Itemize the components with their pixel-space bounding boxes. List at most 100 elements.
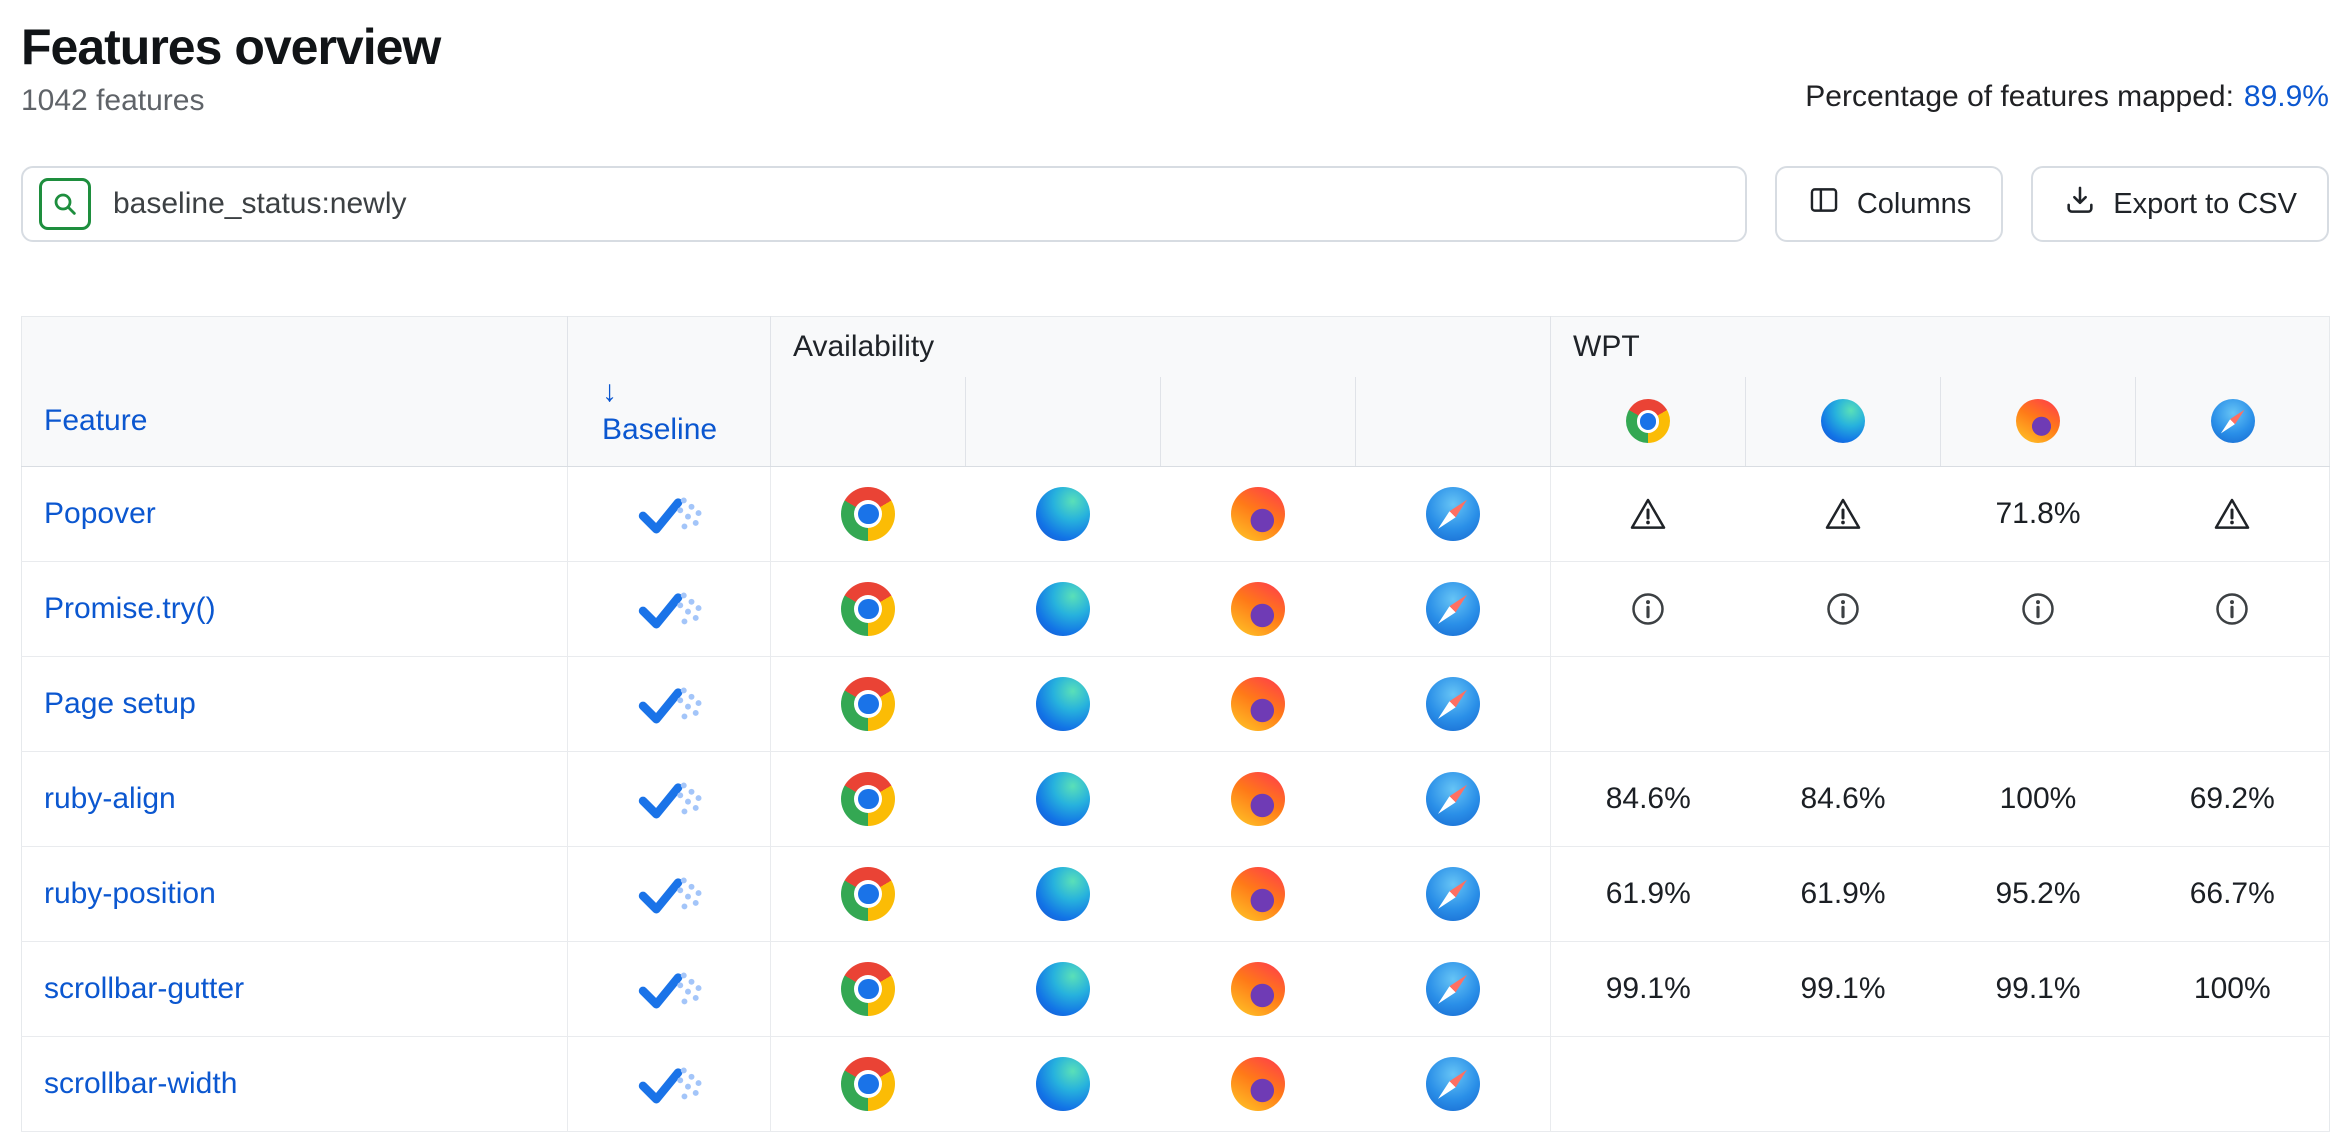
browser-subheader-row (22, 376, 2330, 467)
edge-icon (1036, 677, 1090, 731)
search-input[interactable]: baseline_status:newly (21, 166, 1747, 242)
feature-cell: Page setup (21, 656, 568, 752)
edge-icon (1821, 399, 1865, 444)
availability-subheader (965, 376, 1161, 467)
columns-button[interactable]: Columns (1774, 166, 2004, 242)
wpt-cell: 71.8% (1940, 466, 2136, 562)
availability-cell (1355, 751, 1551, 847)
edge-icon (1036, 962, 1090, 1016)
chrome-icon (841, 487, 896, 541)
wpt-subheader (2135, 376, 2330, 467)
mapped-value-link[interactable]: 89.9% (2243, 80, 2329, 113)
baseline-column-label: Baseline (602, 412, 718, 446)
safari-icon (1425, 487, 1480, 541)
wpt-cell (1550, 1036, 1746, 1132)
availability-cell (1355, 1036, 1551, 1132)
page-header: Features overview 1042 features Percenta… (21, 10, 2329, 118)
wpt-subheader (1550, 376, 1746, 467)
baseline-status-cell (567, 466, 771, 562)
export-csv-button[interactable]: Export to CSV (2031, 166, 2329, 242)
wpt-score: 69.2% (2189, 782, 2275, 815)
firefox-icon (1231, 487, 1285, 541)
feature-column-header[interactable]: Feature (44, 404, 148, 437)
wpt-score: 61.9% (1800, 877, 1886, 910)
wpt-cell: 61.9% (1745, 846, 1941, 942)
safari-icon (1425, 1057, 1480, 1111)
wpt-score: 84.6% (1605, 782, 1691, 815)
wpt-score: 61.9% (1605, 877, 1691, 910)
title-block: Features overview 1042 features (21, 10, 441, 118)
chrome-icon (841, 677, 896, 731)
firefox-icon (1231, 962, 1285, 1016)
feature-cell: ruby-position (21, 846, 568, 942)
columns-button-label: Columns (1856, 187, 1972, 220)
wpt-cell (1550, 466, 1746, 562)
feature-row: Page setup (21, 656, 2330, 752)
chrome-icon (841, 582, 896, 636)
wpt-cell: 95.2% (1940, 846, 2136, 942)
feature-link[interactable]: Popover (44, 497, 156, 530)
availability-cell (965, 751, 1161, 847)
wpt-cell (2135, 466, 2330, 562)
availability-cell (1160, 751, 1356, 847)
feature-link[interactable]: Page setup (44, 687, 196, 720)
safari-icon (2210, 399, 2255, 444)
availability-cell (1355, 466, 1551, 562)
baseline-newly-icon (636, 876, 702, 913)
availability-subheader (1355, 376, 1551, 467)
chrome-icon (841, 867, 896, 921)
baseline-newly-icon (636, 781, 702, 818)
wpt-cell (1940, 656, 2136, 752)
wpt-cell: 84.6% (1550, 751, 1746, 847)
feature-cell: Popover (21, 466, 568, 562)
feature-link[interactable]: ruby-align (44, 782, 176, 815)
wpt-cell (1745, 561, 1941, 657)
availability-cell (965, 656, 1161, 752)
wpt-subheader (1745, 376, 1941, 467)
baseline-status-cell (567, 846, 771, 942)
feature-link[interactable]: ruby-position (44, 877, 216, 910)
baseline-status-cell (567, 656, 771, 752)
chrome-icon (841, 962, 896, 1016)
firefox-icon (1231, 677, 1285, 731)
safari-icon (1425, 962, 1480, 1016)
feature-cell: Promise.try() (21, 561, 568, 657)
safari-icon (1425, 677, 1480, 731)
wpt-cell (2135, 561, 2330, 657)
features-table: Feature ↓ Baseline Availability WPT Popov… (21, 316, 2331, 1132)
feature-cell: scrollbar-width (21, 1036, 568, 1132)
firefox-icon (1231, 867, 1285, 921)
edge-icon (1036, 582, 1090, 636)
chrome-icon (841, 772, 896, 826)
feature-row: Promise.try() (21, 561, 2330, 657)
feature-link[interactable]: scrollbar-gutter (44, 972, 245, 1005)
wpt-score: 99.1% (1800, 972, 1886, 1005)
wpt-score: 71.8% (1995, 497, 2081, 530)
feature-count: 1042 features (21, 84, 205, 117)
wpt-cell (1940, 1036, 2136, 1132)
warning-icon (1628, 496, 1668, 529)
baseline-newly-icon (636, 1066, 702, 1103)
table-body: Popover 71.8% Promise.try() Page setup ruby-… (21, 466, 2330, 1132)
wpt-cell (1745, 466, 1941, 562)
wpt-cell (1745, 656, 1941, 752)
availability-cell (770, 466, 966, 562)
availability-cell (1355, 561, 1551, 657)
feature-link[interactable]: Promise.try() (44, 592, 216, 625)
sort-descending-icon: ↓ (602, 375, 617, 408)
baseline-column-header[interactable]: ↓ Baseline (602, 373, 770, 446)
edge-icon (1036, 487, 1090, 541)
warning-icon (1823, 496, 1863, 529)
wpt-cell: 66.7% (2135, 846, 2330, 942)
wpt-score: 84.6% (1800, 782, 1886, 815)
availability-cell (965, 561, 1161, 657)
feature-link[interactable]: scrollbar-width (44, 1067, 238, 1100)
feature-row: scrollbar-gutter 99.1% 99.1% 99.1% 100% (21, 941, 2330, 1037)
firefox-icon (1231, 1057, 1285, 1111)
firefox-icon (1231, 582, 1285, 636)
wpt-cell: 100% (2135, 941, 2330, 1037)
baseline-newly-icon (636, 971, 702, 1008)
feature-row: ruby-position 61.9% 61.9% 95.2% 66.7% (21, 846, 2330, 942)
group-header-row: Feature ↓ Baseline Availability WPT (21, 316, 2330, 467)
